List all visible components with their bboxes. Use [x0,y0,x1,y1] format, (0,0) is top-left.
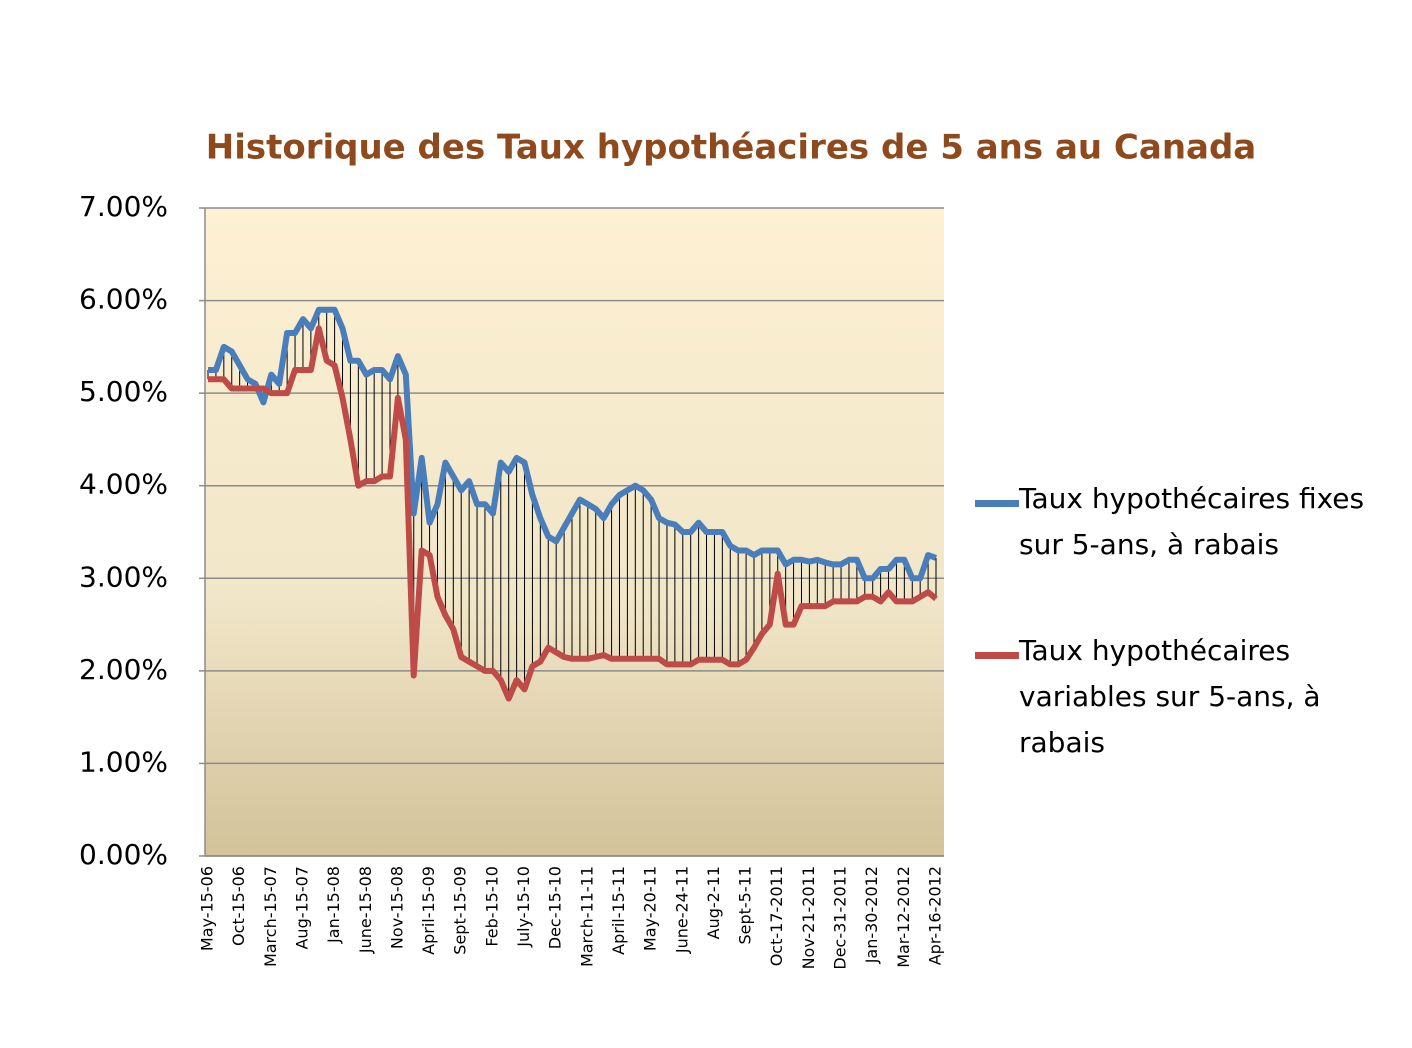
y-tick-label: 3.00% [79,560,168,593]
x-tick-label: Sept-5-11 [736,866,755,945]
x-tick-label: Aug-15-07 [292,866,311,950]
y-tick-label: 1.00% [79,745,168,778]
x-tick-label: March-15-07 [261,866,280,967]
legend-swatch [975,652,1019,659]
y-tick-label: 7.00% [79,190,168,223]
x-tick-label: Dec-31-2011 [831,866,850,970]
legend-swatch [975,500,1019,507]
x-tick-label: April-15-11 [609,866,628,955]
chart-title: Historique des Taux hypothéacires de 5 a… [206,128,1257,168]
legend-item: Taux hypothécaires fixes sur 5-ans, à ra… [975,482,1395,568]
x-tick-label: Nov-21-2011 [799,866,818,969]
x-tick-label: June-15-08 [356,866,375,954]
x-tick-label: Mar-12-2012 [894,866,913,968]
series-line [208,306,938,582]
x-tick-label: May-15-06 [198,866,217,951]
y-tick-label: 5.00% [79,375,168,408]
x-tick-label: Dec-15-10 [546,866,565,949]
x-tick-label: March-11-11 [577,866,596,967]
x-tick-label: Oct-15-06 [229,866,248,946]
x-tick-label: July-15-10 [514,866,533,948]
x-tick-label: Apr-16-2012 [926,866,945,965]
x-tick-label: Jan-30-2012 [862,866,881,964]
y-tick-label: 6.00% [79,283,168,316]
x-tick-label: April-15-09 [419,866,438,955]
x-tick-label: Feb-15-10 [482,866,501,947]
x-tick-label: Nov-15-08 [387,866,406,949]
x-tick-label: Oct-17-2011 [767,866,786,966]
x-tick-label: May-20-11 [641,866,660,951]
legend-label: Taux hypothécaires variables sur 5-ans, … [1019,634,1321,759]
series-line [208,325,938,702]
plot-area [205,208,944,856]
y-tick-label: 4.00% [79,468,168,501]
legend-item: Taux hypothécaires variables sur 5-ans, … [975,634,1395,766]
x-tick-label: Aug-2-11 [704,866,723,939]
y-tick-label: 2.00% [79,653,168,686]
x-tick-label: Sept-15-09 [451,866,470,955]
x-tick-label: Jan-15-08 [324,866,343,944]
legend-label: Taux hypothécaires fixes sur 5-ans, à ra… [1019,482,1365,561]
y-tick-label: 0.00% [79,838,168,871]
x-tick-label: June-24-11 [672,866,691,954]
